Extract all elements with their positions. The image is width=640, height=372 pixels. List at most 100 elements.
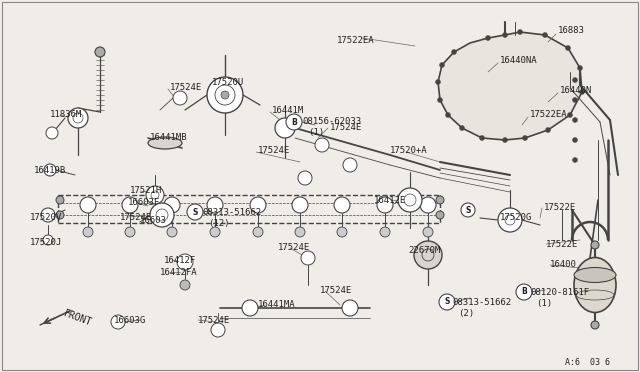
Circle shape [566, 45, 570, 51]
Text: 16603F: 16603F [128, 198, 160, 207]
Circle shape [435, 80, 440, 84]
Circle shape [150, 203, 174, 227]
Circle shape [498, 208, 522, 232]
Text: 17522EA: 17522EA [337, 36, 374, 45]
Circle shape [125, 227, 135, 237]
Text: 17522E: 17522E [544, 203, 576, 212]
Circle shape [420, 197, 436, 213]
Text: 16603G: 16603G [114, 316, 147, 325]
Circle shape [253, 227, 263, 237]
Circle shape [83, 227, 93, 237]
Text: 17524E: 17524E [258, 146, 291, 155]
Circle shape [543, 32, 547, 38]
Text: 17520J: 17520J [30, 238, 62, 247]
Text: 17521H: 17521H [130, 186, 163, 195]
Circle shape [518, 29, 522, 35]
Text: (2): (2) [458, 309, 474, 318]
Circle shape [436, 211, 444, 219]
Circle shape [573, 157, 577, 163]
Circle shape [398, 188, 422, 212]
Circle shape [187, 204, 203, 220]
Text: 11836M: 11836M [50, 110, 83, 119]
Text: 16400: 16400 [550, 260, 577, 269]
Circle shape [334, 197, 350, 213]
Circle shape [298, 171, 312, 185]
Circle shape [445, 112, 451, 118]
Circle shape [460, 125, 465, 131]
Circle shape [177, 254, 193, 270]
Circle shape [46, 127, 58, 139]
Text: 17524E: 17524E [278, 243, 310, 252]
Text: 17520G: 17520G [500, 213, 532, 222]
Text: B: B [291, 118, 297, 126]
Circle shape [436, 196, 444, 204]
Circle shape [242, 300, 258, 316]
Circle shape [286, 114, 302, 130]
Ellipse shape [574, 267, 616, 282]
Circle shape [579, 90, 584, 94]
Text: FRONT: FRONT [62, 308, 93, 327]
Circle shape [44, 164, 56, 176]
Text: B: B [521, 288, 527, 296]
Circle shape [343, 158, 357, 172]
Text: 17522EA: 17522EA [530, 110, 568, 119]
Circle shape [522, 135, 527, 141]
Circle shape [95, 47, 105, 57]
Circle shape [207, 77, 243, 113]
Circle shape [167, 227, 177, 237]
Circle shape [573, 138, 577, 142]
Ellipse shape [574, 257, 616, 312]
Circle shape [337, 227, 347, 237]
Text: 16440NA: 16440NA [500, 56, 538, 65]
Circle shape [486, 35, 490, 41]
Text: (12): (12) [208, 219, 230, 228]
Circle shape [377, 197, 393, 213]
Text: 16419B: 16419B [34, 166, 67, 175]
Circle shape [111, 315, 125, 329]
Circle shape [301, 251, 315, 265]
Circle shape [342, 300, 358, 316]
Circle shape [479, 135, 484, 141]
Polygon shape [438, 32, 582, 140]
Circle shape [211, 323, 225, 337]
Text: 16441M: 16441M [272, 106, 304, 115]
Text: 16441MB: 16441MB [150, 133, 188, 142]
Text: 08313-51662: 08313-51662 [452, 298, 511, 307]
Circle shape [292, 197, 308, 213]
Circle shape [502, 138, 508, 142]
Circle shape [221, 91, 229, 99]
Circle shape [516, 284, 532, 300]
Text: 16412E: 16412E [374, 196, 406, 205]
Circle shape [568, 112, 573, 118]
Circle shape [173, 91, 187, 105]
Circle shape [68, 108, 88, 128]
Circle shape [43, 235, 53, 245]
Circle shape [438, 97, 442, 103]
Text: 17524E: 17524E [320, 286, 352, 295]
Circle shape [380, 227, 390, 237]
Text: 16603: 16603 [140, 216, 167, 225]
Circle shape [423, 227, 433, 237]
Text: 16441MA: 16441MA [258, 300, 296, 309]
Circle shape [207, 197, 223, 213]
Circle shape [591, 241, 599, 249]
Text: 17524E: 17524E [198, 316, 230, 325]
Circle shape [164, 197, 180, 213]
Text: 17524E: 17524E [120, 213, 152, 222]
Circle shape [545, 128, 550, 132]
Circle shape [275, 118, 295, 138]
Circle shape [295, 227, 305, 237]
Circle shape [122, 197, 138, 213]
Text: 17520+A: 17520+A [390, 146, 428, 155]
Text: 16412F: 16412F [164, 256, 196, 265]
Text: 17522E: 17522E [546, 240, 579, 249]
Circle shape [414, 241, 442, 269]
Circle shape [573, 118, 577, 122]
Ellipse shape [148, 137, 182, 149]
Text: 17520V: 17520V [30, 213, 62, 222]
Circle shape [80, 197, 96, 213]
Circle shape [56, 211, 64, 219]
Text: 22670M: 22670M [408, 246, 440, 255]
Text: 08313-51662: 08313-51662 [202, 208, 261, 217]
Text: 17520U: 17520U [212, 78, 244, 87]
